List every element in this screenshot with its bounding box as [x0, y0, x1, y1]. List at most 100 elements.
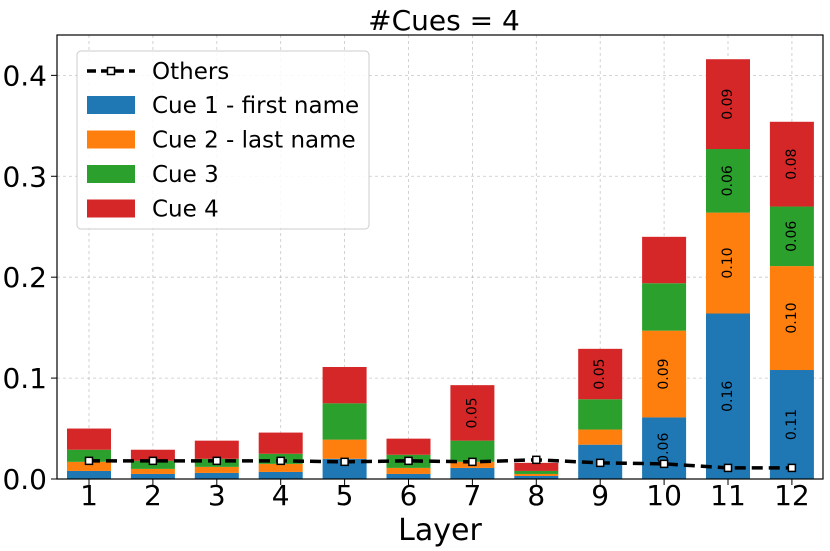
legend-label: Cue 3 — [152, 162, 219, 188]
bar-segment-s1-3 — [194, 472, 239, 479]
bar-value-label: 0.06 — [784, 221, 800, 252]
bar-segment-s4-1 — [67, 428, 111, 450]
bar-segment-s4-4 — [258, 432, 303, 454]
others-marker — [468, 457, 477, 467]
y-tick-label: 0.3 — [2, 160, 47, 193]
y-tick-label: 0.1 — [2, 362, 47, 395]
bar-segment-s4-7 — [450, 385, 495, 441]
bar-segment-s3-1 — [67, 449, 111, 462]
bar-value-label: 0.06 — [720, 165, 736, 196]
others-marker — [148, 456, 158, 466]
bar-segment-s3-11 — [706, 149, 750, 213]
x-tick-label: 11 — [710, 479, 746, 512]
plot-frame — [56, 34, 824, 480]
legend: Others Cue 1 - first name Cue 2 - last nam… — [76, 50, 370, 230]
y-tick-label: 0.0 — [2, 463, 47, 496]
others-marker — [84, 456, 94, 466]
bar-segment-s3-10 — [642, 283, 687, 331]
bar-segment-s1-2 — [130, 473, 175, 479]
bar-segment-s4-12 — [769, 121, 814, 207]
y-axis-ticks: 0.0 0.1 0.2 0.3 0.4 — [2, 59, 57, 496]
bar-segment-s4-2 — [130, 449, 175, 461]
legend-swatch — [87, 199, 135, 218]
bar-value-label: 0.10 — [720, 247, 736, 278]
bar-segment-s2-8 — [514, 473, 559, 476]
bar-value-label: 0.10 — [784, 302, 800, 333]
x-tick-label: 5 — [336, 479, 354, 512]
bar-segment-s1-6 — [386, 473, 431, 479]
legend-box — [76, 50, 370, 230]
x-tick-label: 3 — [208, 479, 226, 512]
bar-segment-s4-5 — [322, 366, 367, 404]
x-axis-label: Layer — [398, 513, 482, 548]
bar-segment-s2-1 — [67, 461, 111, 471]
x-tick-label: 7 — [463, 479, 481, 512]
others-marker — [340, 457, 349, 467]
bar-segment-s2-3 — [194, 466, 239, 473]
bar-segment-s2-9 — [578, 429, 623, 445]
legend-line-marker — [106, 66, 116, 76]
x-tick-label: 2 — [144, 479, 162, 512]
bar-segment-s3-12 — [769, 206, 814, 267]
bar-segment-s2-12 — [769, 266, 814, 371]
y-tick-label: 0.2 — [2, 261, 47, 294]
bar-value-label: 0.11 — [784, 409, 800, 440]
bar-segment-s1-10 — [642, 417, 687, 479]
bar-segment-s2-5 — [322, 439, 367, 459]
y-tick-label: 0.4 — [2, 59, 47, 92]
bar-segment-s4-11 — [706, 59, 750, 150]
legend-label: Cue 4 — [152, 197, 219, 223]
others-marker — [276, 456, 285, 466]
legend-swatch — [87, 130, 135, 149]
others-marker — [404, 456, 413, 466]
bar-segment-s1-4 — [258, 471, 303, 479]
bar-segment-s1-7 — [450, 467, 495, 479]
bar-segment-s3-7 — [450, 440, 495, 462]
bar-segment-s1-1 — [67, 470, 111, 479]
bar-segment-s2-10 — [642, 330, 687, 418]
others-line-path — [89, 458, 792, 470]
bar-value-label: 0.05 — [464, 397, 480, 428]
bar-value-label: 0.16 — [720, 381, 736, 412]
others-marker — [723, 463, 733, 473]
legend-swatch — [87, 96, 135, 114]
bar-segment-s1-11 — [706, 313, 750, 479]
bar-value-label: 0.06 — [656, 433, 672, 464]
bar-segment-s4-3 — [194, 440, 239, 459]
x-tick-label: 1 — [80, 479, 98, 512]
bar-segment-s2-2 — [130, 468, 175, 474]
bar-segment-s4-10 — [642, 236, 687, 284]
x-tick-label: 8 — [527, 479, 545, 512]
bar-segment-s3-5 — [322, 403, 367, 440]
bar-value-label: 0.09 — [720, 89, 736, 120]
bar-segment-s3-8 — [514, 470, 559, 474]
legend-label: Cue 1 - first name — [152, 93, 359, 119]
others-marker — [532, 455, 541, 465]
bar-segment-s1-5 — [322, 458, 367, 479]
bar-value-label: 0.08 — [784, 149, 800, 180]
bar-segment-s2-4 — [258, 463, 303, 472]
x-axis-ticks: 1 2 3 4 5 6 7 8 9 10 11 12 — [80, 479, 810, 512]
bar-segment-s4-8 — [514, 462, 559, 471]
x-tick-label: 6 — [400, 479, 418, 512]
x-tick-label: 12 — [774, 479, 810, 512]
bar-value-label: 0.05 — [592, 358, 608, 389]
x-tick-label: 10 — [646, 479, 682, 512]
others-marker — [787, 463, 797, 473]
legend-swatch — [87, 165, 135, 183]
chart-title: #Cues = 4 — [368, 4, 520, 37]
bar-segment-s1-8 — [514, 475, 559, 479]
bar-segment-s1-12 — [769, 370, 814, 479]
bar-segment-s2-6 — [386, 467, 431, 474]
x-tick-label: 9 — [591, 479, 609, 512]
bar-value-labels: 0.06 0.16 0.11 0.09 0.10 0.10 0.06 0.06 0.05 0.05… — [464, 89, 800, 464]
legend-label: Cue 2 - last name — [152, 128, 356, 154]
others-line — [84, 455, 797, 473]
bar-segment-s4-9 — [578, 348, 623, 400]
others-marker — [595, 458, 605, 468]
legend-label: Others — [152, 59, 229, 85]
bar-segment-s2-11 — [706, 212, 750, 314]
x-tick-label: 4 — [272, 479, 290, 512]
bars — [67, 59, 814, 479]
